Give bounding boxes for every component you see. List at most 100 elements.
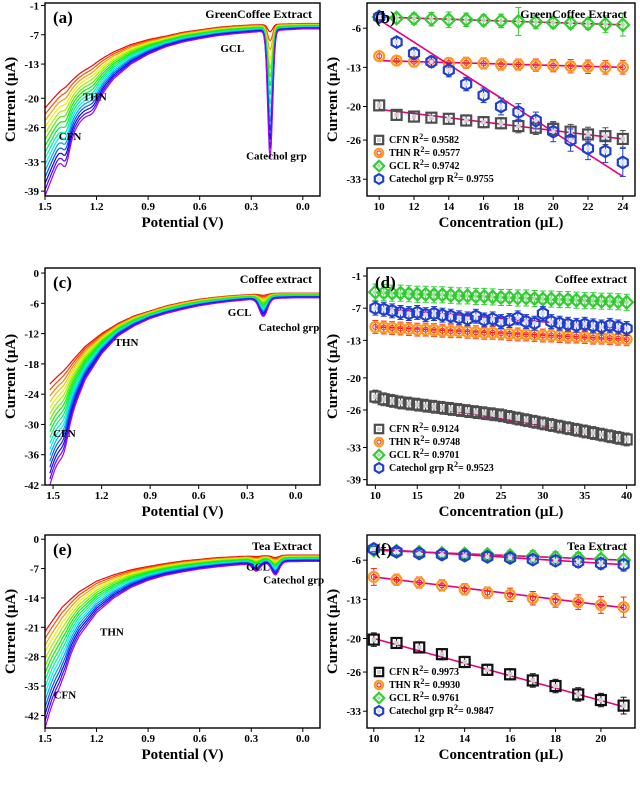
x-axis-label: Concentration (μL) bbox=[439, 747, 564, 763]
data-point bbox=[553, 420, 566, 433]
data-point-fill bbox=[473, 313, 479, 319]
y-tick-label: -13 bbox=[346, 335, 361, 347]
y-axis-label: Current (μA) bbox=[325, 334, 341, 419]
data-point-fill bbox=[607, 323, 613, 328]
panel-title: GreenCoffee Extract bbox=[520, 7, 627, 21]
peak-label: THN bbox=[83, 92, 107, 104]
data-point bbox=[595, 319, 608, 334]
data-point bbox=[503, 327, 516, 341]
data-point bbox=[436, 401, 449, 414]
plot-frame bbox=[44, 267, 321, 486]
data-point bbox=[427, 324, 441, 337]
x-tick-label: 16 bbox=[505, 733, 517, 745]
data-point bbox=[494, 117, 508, 130]
data-point bbox=[419, 323, 432, 336]
data-point bbox=[461, 325, 474, 338]
peak-label: GCL bbox=[220, 43, 244, 55]
data-point bbox=[369, 390, 382, 403]
plot-frame bbox=[366, 2, 636, 197]
data-point bbox=[617, 601, 630, 614]
data-point-inner bbox=[376, 53, 383, 60]
data-point-fill bbox=[381, 289, 387, 296]
data-point-fill bbox=[515, 416, 520, 421]
panel-label: (e) bbox=[53, 540, 72, 559]
voltammogram-curve bbox=[45, 556, 320, 667]
panel-label: (a) bbox=[53, 8, 73, 27]
data-point-inner bbox=[575, 599, 582, 606]
data-point bbox=[528, 316, 541, 331]
data-point-fill bbox=[372, 289, 379, 295]
data-point bbox=[494, 58, 508, 71]
x-axis-label: Potential (V) bbox=[141, 215, 223, 231]
data-point-fill bbox=[567, 20, 574, 26]
y-tick-label: -20 bbox=[346, 373, 361, 385]
data-point bbox=[549, 594, 562, 607]
data-point bbox=[460, 114, 473, 127]
data-point-fill bbox=[516, 109, 521, 115]
data-point bbox=[587, 426, 600, 440]
data-point bbox=[390, 35, 403, 50]
data-point bbox=[616, 61, 629, 74]
y-tick-label: -6 bbox=[30, 298, 40, 310]
data-point-inner bbox=[620, 604, 627, 611]
y-tick-label: -20 bbox=[346, 101, 361, 113]
x-tick-label: 0.6 bbox=[193, 733, 207, 745]
data-point-fill bbox=[489, 294, 496, 300]
fit-line bbox=[373, 637, 624, 708]
data-point-fill bbox=[523, 417, 529, 423]
data-point bbox=[494, 99, 508, 114]
data-point bbox=[435, 648, 449, 661]
data-point-fill bbox=[462, 659, 467, 665]
data-point-fill bbox=[398, 310, 403, 315]
data-point bbox=[481, 586, 494, 599]
data-point-fill bbox=[602, 21, 609, 28]
data-point-fill bbox=[498, 294, 504, 301]
panel-label: (b) bbox=[375, 8, 396, 27]
x-tick-label: 0.0 bbox=[296, 733, 310, 745]
x-tick-label: 10 bbox=[368, 733, 380, 745]
data-point bbox=[486, 311, 499, 326]
data-point bbox=[503, 410, 516, 424]
legend-marker-fill bbox=[376, 452, 382, 458]
data-point bbox=[407, 46, 421, 61]
fit-line bbox=[373, 576, 624, 609]
x-tick-label: 20 bbox=[454, 490, 466, 502]
y-tick-label: -26 bbox=[346, 667, 361, 679]
data-point bbox=[367, 541, 380, 556]
data-point-fill bbox=[556, 296, 563, 303]
x-tick-label: 16 bbox=[478, 201, 490, 213]
panel-title: Coffee extract bbox=[240, 272, 312, 286]
data-point bbox=[561, 422, 575, 435]
data-point-fill bbox=[565, 296, 571, 303]
data-point bbox=[526, 552, 539, 567]
data-point bbox=[481, 549, 494, 564]
legend-marker bbox=[373, 423, 385, 435]
panel-title: Coffee extract bbox=[555, 272, 627, 286]
data-point-inner bbox=[623, 336, 630, 343]
data-point bbox=[616, 132, 629, 146]
data-point bbox=[478, 312, 491, 327]
legend-entry: CFN R2= 0.9582 bbox=[389, 132, 459, 146]
data-point-fill bbox=[568, 137, 573, 143]
data-point bbox=[458, 655, 471, 669]
legend-marker-fill bbox=[377, 177, 381, 181]
data-point bbox=[481, 663, 494, 676]
data-point bbox=[402, 397, 415, 410]
data-point bbox=[402, 322, 415, 336]
data-point-fill bbox=[550, 129, 556, 134]
y-tick-label: -30 bbox=[24, 419, 39, 431]
data-point bbox=[617, 699, 630, 712]
data-point-inner bbox=[584, 63, 592, 70]
y-tick-label: -33 bbox=[346, 706, 361, 718]
data-point bbox=[407, 110, 421, 123]
data-point-fill bbox=[553, 683, 558, 689]
data-point bbox=[620, 321, 633, 336]
data-point-fill bbox=[373, 305, 378, 311]
data-point-fill bbox=[515, 315, 520, 321]
data-point-fill bbox=[464, 293, 471, 299]
data-point-fill bbox=[411, 114, 417, 119]
data-point bbox=[547, 124, 560, 139]
legend-entry: THN R2= 0.9930 bbox=[389, 677, 460, 691]
panel-label: (f) bbox=[375, 540, 392, 559]
